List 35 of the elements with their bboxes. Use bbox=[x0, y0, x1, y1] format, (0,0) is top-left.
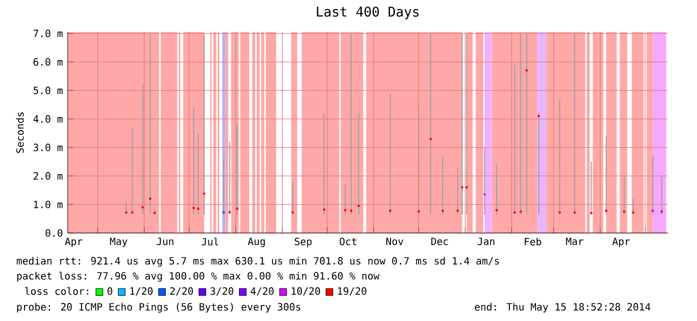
text: end: Thu May 15 18:52:28 2014 bbox=[474, 302, 650, 313]
y-axis-title: Seconds bbox=[16, 112, 24, 153]
y-tick-label: 6.0 m bbox=[34, 58, 63, 66]
x-tick-label: Aug bbox=[248, 238, 265, 248]
x-tick-label: Jun bbox=[156, 238, 174, 246]
text: median rtt: 921.4 us avg 5.7 ms max 630.1 us min 701.8 us now 0.7 ms sd 1.4 am/s bbox=[16, 256, 499, 267]
x-tick-label: May bbox=[110, 238, 128, 248]
legend-title: loss color: bbox=[25, 287, 88, 295]
legend-label: 2/20 bbox=[170, 287, 193, 296]
x-tick-label: Dec bbox=[431, 238, 448, 246]
y-tick-label: 5.0 m bbox=[34, 86, 63, 94]
text: packet loss: 77.96 % avg 100.00 % max 0.00 % min 91.60 % now bbox=[17, 272, 380, 282]
y-tick-label: 1.0 m bbox=[34, 200, 63, 208]
legend-label: 10/20 bbox=[292, 287, 320, 296]
y-tick-label: 2.0 m bbox=[34, 172, 63, 180]
x-tick-label: Feb bbox=[524, 238, 542, 246]
legend-label: 19/20 bbox=[338, 287, 366, 296]
legend-label: 4/20 bbox=[250, 287, 274, 296]
x-tick-label: Apr bbox=[64, 238, 82, 248]
x-tick-label: Mar bbox=[566, 238, 584, 246]
x-tick-label: Oct bbox=[340, 238, 356, 246]
y-tick-label: 7.0 m bbox=[34, 30, 63, 38]
legend-label: 0 bbox=[108, 287, 112, 295]
y-tick-label: 0.0 bbox=[46, 229, 62, 237]
x-tick-label: Sep bbox=[294, 238, 312, 248]
legend-label: 1/20 bbox=[130, 287, 153, 296]
chart-title: Last 400 Days bbox=[316, 6, 419, 20]
x-tick-label: Jan bbox=[478, 238, 494, 246]
legend-label: 3/20 bbox=[210, 287, 234, 296]
x-tick-label: Apr bbox=[612, 238, 630, 248]
y-tick-label: 3.0 m bbox=[34, 144, 63, 152]
text: probe: 20 ICMP Echo Pings (56 Bytes) every 300s bbox=[17, 302, 300, 313]
x-tick-label: Jul bbox=[202, 238, 218, 246]
y-tick-label: 4.0 m bbox=[33, 115, 63, 123]
x-tick-label: Nov bbox=[386, 238, 404, 246]
